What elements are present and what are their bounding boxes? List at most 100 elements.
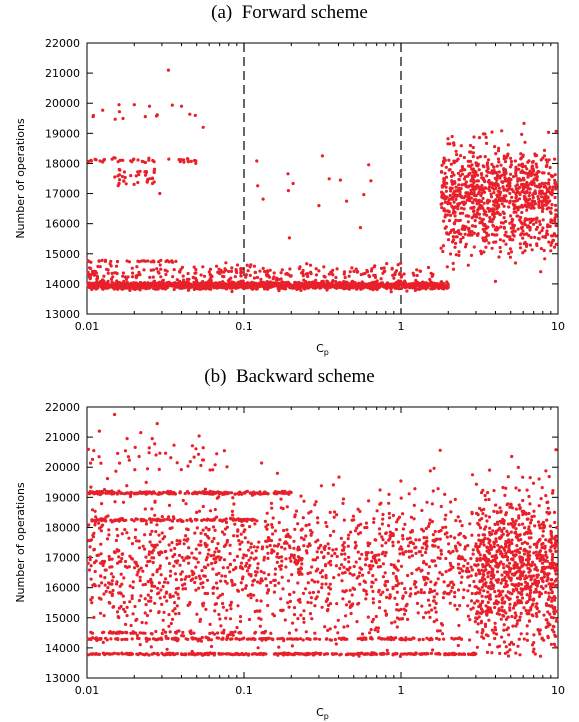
data-point xyxy=(428,591,431,594)
data-point xyxy=(371,281,374,284)
data-point xyxy=(358,557,361,560)
data-point xyxy=(491,186,494,189)
data-point xyxy=(101,631,104,634)
x-tick-label: 10 xyxy=(551,684,565,697)
data-point xyxy=(521,169,524,172)
data-point xyxy=(367,274,370,277)
data-point xyxy=(200,519,203,522)
data-point xyxy=(283,284,286,287)
data-point xyxy=(250,284,253,287)
data-point xyxy=(343,558,346,561)
data-point xyxy=(87,638,90,641)
data-point xyxy=(499,250,502,253)
data-point xyxy=(238,631,241,634)
data-point xyxy=(547,206,550,209)
data-point xyxy=(445,182,448,185)
data-point xyxy=(470,168,473,171)
data-point xyxy=(522,122,525,125)
data-point xyxy=(418,538,421,541)
data-point xyxy=(194,114,197,117)
data-point xyxy=(551,234,554,237)
data-point xyxy=(460,183,463,186)
data-point xyxy=(234,275,237,278)
data-point xyxy=(527,495,530,498)
data-point xyxy=(430,652,433,655)
data-point xyxy=(193,272,196,275)
data-point xyxy=(480,172,483,175)
data-point xyxy=(116,548,119,551)
data-point xyxy=(125,652,128,655)
data-point xyxy=(321,569,324,572)
data-point xyxy=(163,535,166,538)
data-point xyxy=(368,282,371,285)
data-point xyxy=(234,518,237,521)
data-point xyxy=(120,631,123,634)
data-point xyxy=(510,160,513,163)
data-point xyxy=(271,526,274,529)
data-point xyxy=(427,266,430,269)
data-point xyxy=(125,531,128,534)
data-point xyxy=(232,653,235,656)
data-point xyxy=(156,493,159,496)
data-point xyxy=(455,153,458,156)
data-point xyxy=(447,233,450,236)
data-point xyxy=(352,270,355,273)
data-point xyxy=(484,187,487,190)
data-point xyxy=(452,228,455,231)
data-point xyxy=(168,518,171,521)
data-point xyxy=(265,637,268,640)
data-point xyxy=(152,287,155,290)
data-point xyxy=(367,163,370,166)
data-point xyxy=(137,173,140,176)
data-point xyxy=(294,285,297,288)
data-point xyxy=(312,284,315,287)
data-point xyxy=(358,655,361,658)
data-point xyxy=(512,226,515,229)
data-point xyxy=(472,215,475,218)
data-point xyxy=(262,283,265,286)
data-point xyxy=(360,652,363,655)
panel-b-title-text: Backward scheme xyxy=(236,366,375,387)
data-point xyxy=(509,214,512,217)
y-tick-label: 19000 xyxy=(45,127,80,140)
data-point xyxy=(485,142,488,145)
data-point xyxy=(491,247,494,250)
data-point xyxy=(92,616,95,619)
data-point xyxy=(201,490,204,493)
data-point xyxy=(506,235,509,238)
data-point xyxy=(554,173,557,176)
data-point xyxy=(441,573,444,576)
data-point xyxy=(550,643,553,646)
data-point xyxy=(455,150,458,153)
data-point xyxy=(91,584,94,587)
data-point xyxy=(358,571,361,574)
data-point xyxy=(282,651,285,654)
data-point xyxy=(245,584,248,587)
data-point xyxy=(233,493,236,496)
data-point xyxy=(94,515,97,518)
data-point xyxy=(178,271,181,274)
data-point xyxy=(440,196,443,199)
data-point xyxy=(471,568,474,571)
data-point xyxy=(95,637,98,640)
data-point xyxy=(176,604,179,607)
data-point xyxy=(284,565,287,568)
data-point xyxy=(133,103,136,106)
data-point xyxy=(320,551,323,554)
data-point xyxy=(166,270,169,273)
data-point xyxy=(484,246,487,249)
data-point xyxy=(447,238,450,241)
data-point xyxy=(217,495,220,498)
data-point xyxy=(510,196,513,199)
data-point xyxy=(456,190,459,193)
data-point xyxy=(446,209,449,212)
data-point xyxy=(488,527,491,530)
data-point xyxy=(151,182,154,185)
data-point xyxy=(343,273,346,276)
data-point xyxy=(499,246,502,249)
data-point xyxy=(185,284,188,287)
data-point xyxy=(222,631,225,634)
data-point xyxy=(98,584,101,587)
data-point xyxy=(110,565,113,568)
data-point xyxy=(117,103,120,106)
